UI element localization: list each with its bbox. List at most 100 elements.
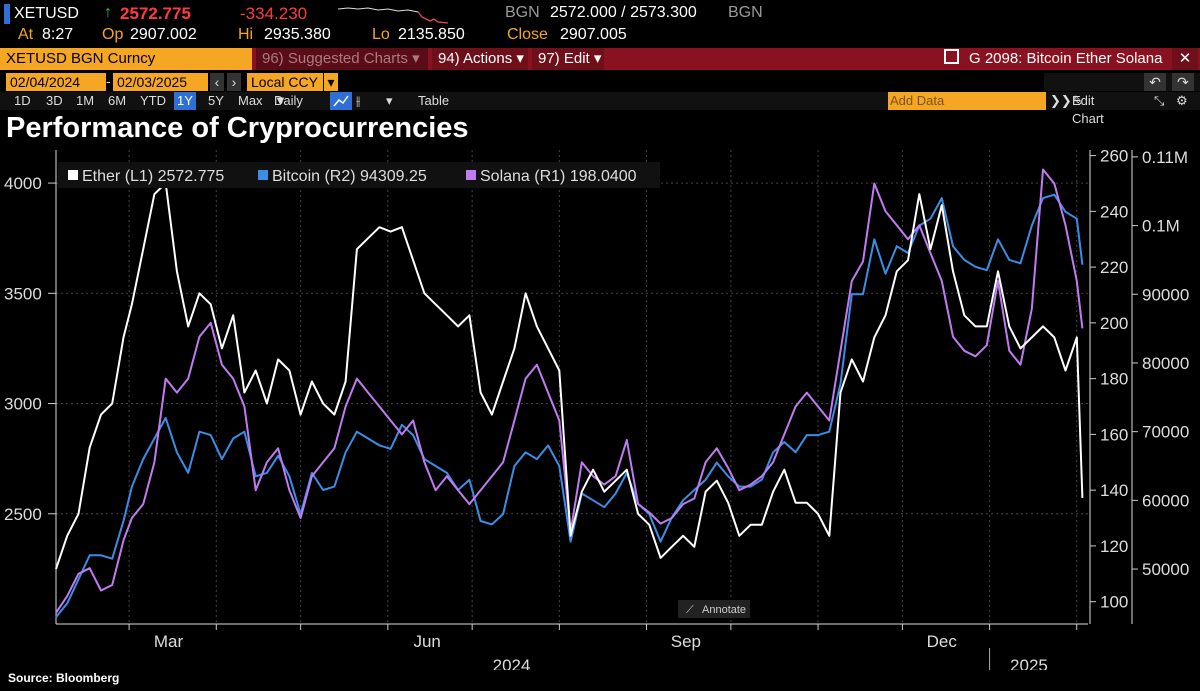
period-5y[interactable]: 5Y	[208, 93, 224, 108]
pencil-icon: ✎	[1072, 93, 1083, 108]
gear-icon[interactable]: ⚙	[1176, 93, 1188, 108]
right2-axis-label: 70000	[1142, 423, 1189, 442]
high-value: 2935.380	[264, 26, 331, 43]
right2-axis-label: 50000	[1142, 560, 1189, 579]
external-link-icon	[944, 49, 959, 64]
suggested-charts-menu[interactable]: 96) Suggested Charts ▾	[256, 48, 428, 70]
close-icon[interactable]: ✕	[1172, 48, 1198, 70]
legend-entry: Solana (R1) 198.0400	[480, 168, 637, 185]
chevron-down-icon: ▼	[274, 93, 287, 108]
table-button[interactable]: Table	[418, 93, 450, 108]
right1-axis-label: 200	[1100, 314, 1128, 333]
left-axis-label: 2500	[4, 505, 42, 524]
security-field[interactable]: XETUSD BGN Curncy	[0, 48, 252, 70]
end-date-input[interactable]: 02/03/2025	[113, 73, 208, 91]
high-label: Hi	[238, 26, 254, 43]
currency-select[interactable]: Local CCY	[247, 73, 323, 91]
left-axis-label: 3500	[4, 284, 42, 303]
chevron-down-icon: ▾	[593, 50, 602, 67]
period-bar: 1D 3D 1M 6M YTD 1Y 5Y Max Daily ▼ ⫲ ▾ Ta…	[0, 92, 1200, 126]
undo-icon[interactable]: ↶	[1144, 73, 1166, 91]
x-axis-label: Mar	[154, 632, 184, 651]
annotate-button[interactable]	[678, 600, 750, 618]
edit-menu[interactable]: 97) Edit ▾	[532, 48, 604, 70]
low-value: 2135.850	[398, 26, 465, 43]
redo-icon[interactable]: ↷	[1172, 73, 1194, 91]
date-separator: -	[106, 73, 111, 89]
period-1m[interactable]: 1M	[76, 93, 95, 108]
right1-axis-label: 140	[1100, 481, 1128, 500]
legend-swatch	[466, 170, 476, 180]
legend-swatch	[68, 170, 78, 180]
function-toolbar: XETUSD BGN Curncy 96) Suggested Charts ▾…	[0, 48, 1200, 70]
resize-icon[interactable]: ⤡	[1154, 93, 1165, 108]
at-time: 8:27	[42, 26, 74, 43]
period-1y[interactable]: 1Y	[174, 92, 196, 110]
add-data-input[interactable]: Add Data	[888, 92, 1046, 110]
bar-chart-icon[interactable]: ⫲	[356, 93, 361, 108]
suggested-charts-label: 96) Suggested Charts	[262, 50, 408, 67]
x-axis-label: Dec	[927, 632, 958, 651]
right2-axis-label: 0.1M	[1142, 217, 1180, 236]
net-change: -334.230	[240, 4, 308, 23]
period-max[interactable]: Max	[238, 93, 263, 108]
right1-axis-label: 160	[1100, 425, 1128, 444]
frequency-label: Daily	[274, 93, 303, 108]
right2-axis-label: 90000	[1142, 285, 1189, 304]
sparkline	[338, 7, 448, 24]
line-chart-icon[interactable]	[330, 92, 352, 110]
low-label: Lo	[372, 26, 390, 43]
period-3d[interactable]: 3D	[46, 93, 63, 108]
chart-group[interactable]: G 2098: Bitcoin Ether Solana	[940, 48, 1168, 70]
actions-menu[interactable]: 94) Actions ▾	[432, 48, 528, 70]
edit-label: 97) Edit	[538, 50, 590, 67]
open-label: Op	[102, 26, 124, 43]
chart-title: Performance of Cryprocurrencies	[6, 112, 469, 144]
actions-label: 94) Actions	[438, 50, 513, 67]
chevron-down-icon[interactable]: ▾	[386, 93, 393, 108]
close-label: Close	[507, 26, 548, 43]
chevron-left-icon[interactable]: ‹	[210, 73, 224, 91]
chevron-down-icon: ▾	[516, 50, 524, 67]
period-1d[interactable]: 1D	[14, 93, 31, 108]
right1-axis-label: 240	[1100, 202, 1128, 221]
open-value: 2907.002	[130, 26, 197, 43]
chevron-down-icon: ▾	[412, 50, 420, 67]
chart-group-title: G 2098: Bitcoin Ether Solana	[969, 50, 1163, 67]
chevron-right-icon[interactable]: ›	[227, 73, 241, 91]
left-axis-label: 3000	[4, 395, 42, 414]
right1-axis-label: 120	[1100, 537, 1128, 556]
right1-axis-label: 260	[1100, 150, 1128, 166]
right1-axis-label: 100	[1100, 593, 1128, 612]
right2-axis-label: 60000	[1142, 491, 1189, 510]
annotate-label: Annotate	[702, 604, 746, 616]
performance-chart[interactable]: 2500 3000 3500 4000 100 120 140 160 180 200 220 240…	[0, 150, 1200, 670]
up-arrow-icon: ↑	[104, 4, 112, 21]
quote-line: ↑	[104, 4, 112, 24]
date-range-bar: 02/04/2024 - 02/03/2025 ‹ › Local CCY ▾ …	[0, 73, 1200, 91]
pencil-icon: ⟋	[686, 604, 694, 616]
chevron-right-double-icon[interactable]: ❯❯	[1050, 93, 1072, 108]
legend-entry: Ether (L1) 2572.775	[82, 168, 224, 185]
edit-chart-label: Edit Chart	[1072, 93, 1104, 126]
x-axis-label: Jun	[413, 632, 440, 651]
period-ytd[interactable]: YTD	[140, 93, 166, 108]
price-source-2: BGN	[728, 4, 763, 21]
series-line-bitcoin	[55, 193, 1084, 618]
year-label: 2024	[493, 656, 531, 670]
at-label: At	[18, 26, 34, 43]
legend-entry: Bitcoin (R2) 94309.25	[272, 168, 427, 185]
chevron-down-icon[interactable]: ▾	[324, 73, 338, 91]
start-date-input[interactable]: 02/04/2024	[6, 73, 106, 91]
security-ticker[interactable]: XETUSD	[4, 4, 98, 24]
last-price: 2572.775	[120, 4, 191, 23]
period-6m[interactable]: 6M	[108, 93, 127, 108]
close-value: 2907.005	[560, 26, 627, 43]
legend-box	[58, 162, 660, 188]
right1-axis-label: 180	[1100, 370, 1128, 389]
year-label: 2025	[1010, 656, 1048, 670]
sparkline-drop	[417, 11, 448, 24]
left-axis-label: 4000	[4, 174, 42, 193]
right2-axis-label: 80000	[1142, 354, 1189, 373]
source-note: Source: Bloomberg	[8, 671, 120, 685]
